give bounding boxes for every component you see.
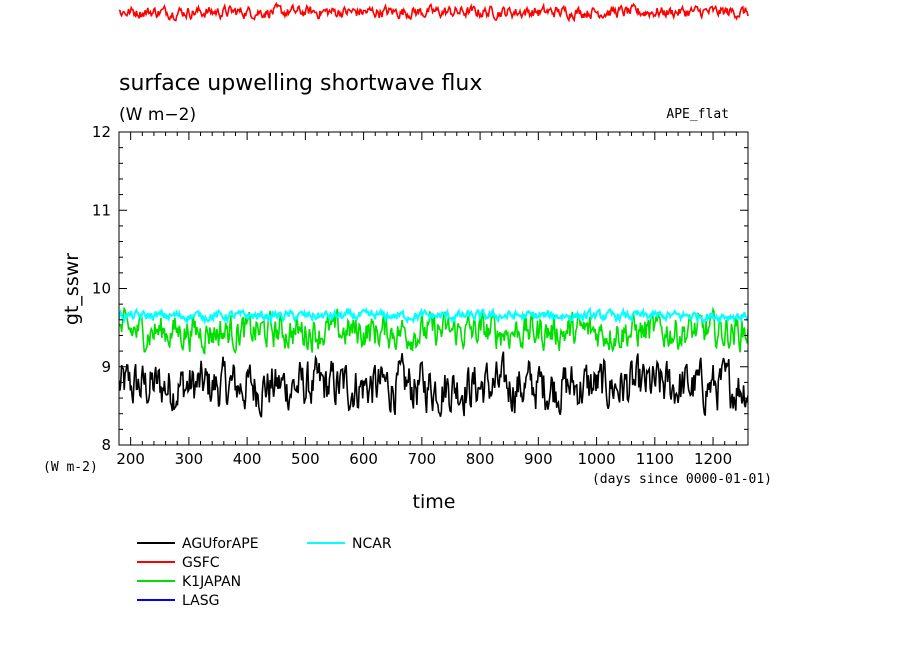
- chart-title: surface upwelling shortwave flux: [119, 71, 482, 96]
- legend-label: LASG: [182, 593, 219, 609]
- y-axis-units: (W m-2): [43, 460, 98, 475]
- axis-ticks: 200 300 400 500 600 700 800 900 1000 1100 1200 8 9 10…: [92, 123, 749, 468]
- chart-subtitle: (W m−2): [119, 105, 196, 125]
- x-tick-label: 500: [291, 450, 320, 468]
- x-tick-label: 1200: [694, 450, 732, 468]
- series-layer: [119, 306, 748, 418]
- x-tick-label: 600: [349, 450, 378, 468]
- x-tick-label: 700: [408, 450, 437, 468]
- legend-label: NCAR: [352, 536, 392, 552]
- y-tick-label: 10: [92, 280, 111, 298]
- y-axis-label: gt_sswr: [61, 253, 83, 325]
- dataset-tag: APE_flat: [666, 107, 729, 122]
- x-tick-label: 900: [524, 450, 553, 468]
- y-tick-label: 11: [92, 201, 111, 219]
- y-tick-label: 9: [101, 358, 111, 376]
- x-tick-label: 300: [175, 450, 204, 468]
- series-line-ncar: [119, 306, 748, 326]
- x-axis-units: (days since 0000-01-01): [592, 472, 772, 487]
- y-tick-label: 8: [101, 436, 111, 454]
- x-tick-label: 1000: [577, 450, 615, 468]
- x-tick-label: 400: [233, 450, 262, 468]
- x-tick-label: 1100: [636, 450, 674, 468]
- x-tick-label: 800: [466, 450, 495, 468]
- x-axis-label: time: [413, 491, 456, 513]
- offscale-series-layer: [118, 1, 749, 23]
- legend-label: GSFC: [182, 555, 220, 571]
- legend: AGUforAPE GSFC K1JAPAN LASG NCAR: [137, 536, 392, 609]
- legend-label: K1JAPAN: [182, 574, 241, 590]
- series-line-gsfc: [118, 1, 749, 23]
- legend-label: AGUforAPE: [182, 536, 259, 552]
- y-tick-label: 12: [92, 123, 111, 141]
- series-line-k1japan: [119, 306, 748, 355]
- x-tick-label: 200: [116, 450, 145, 468]
- series-line-aguforape: [119, 351, 748, 418]
